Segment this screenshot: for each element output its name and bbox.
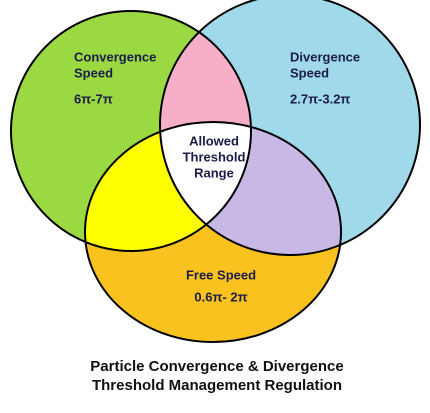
- center-label: Threshold: [183, 149, 246, 164]
- title: Threshold Management Regulation: [92, 377, 342, 394]
- set-range: 6π-7π: [74, 91, 113, 106]
- set-label: Divergence: [290, 49, 360, 64]
- set-label: Convergence: [74, 49, 156, 64]
- set-label: Speed: [74, 65, 113, 80]
- set-label: Speed: [290, 65, 329, 80]
- title: Particle Convergence & Divergence: [90, 358, 343, 375]
- divergence-outline: [159, 0, 421, 256]
- set-range: 0.6π- 2π: [194, 289, 247, 304]
- free-speed-outline: [84, 121, 342, 343]
- convergence-outline: [10, 10, 252, 252]
- set-range: 2.7π-3.2π: [290, 91, 350, 106]
- center-label: Range: [194, 165, 234, 180]
- set-label: Free Speed: [186, 267, 256, 282]
- center-label: Allowed: [189, 133, 239, 148]
